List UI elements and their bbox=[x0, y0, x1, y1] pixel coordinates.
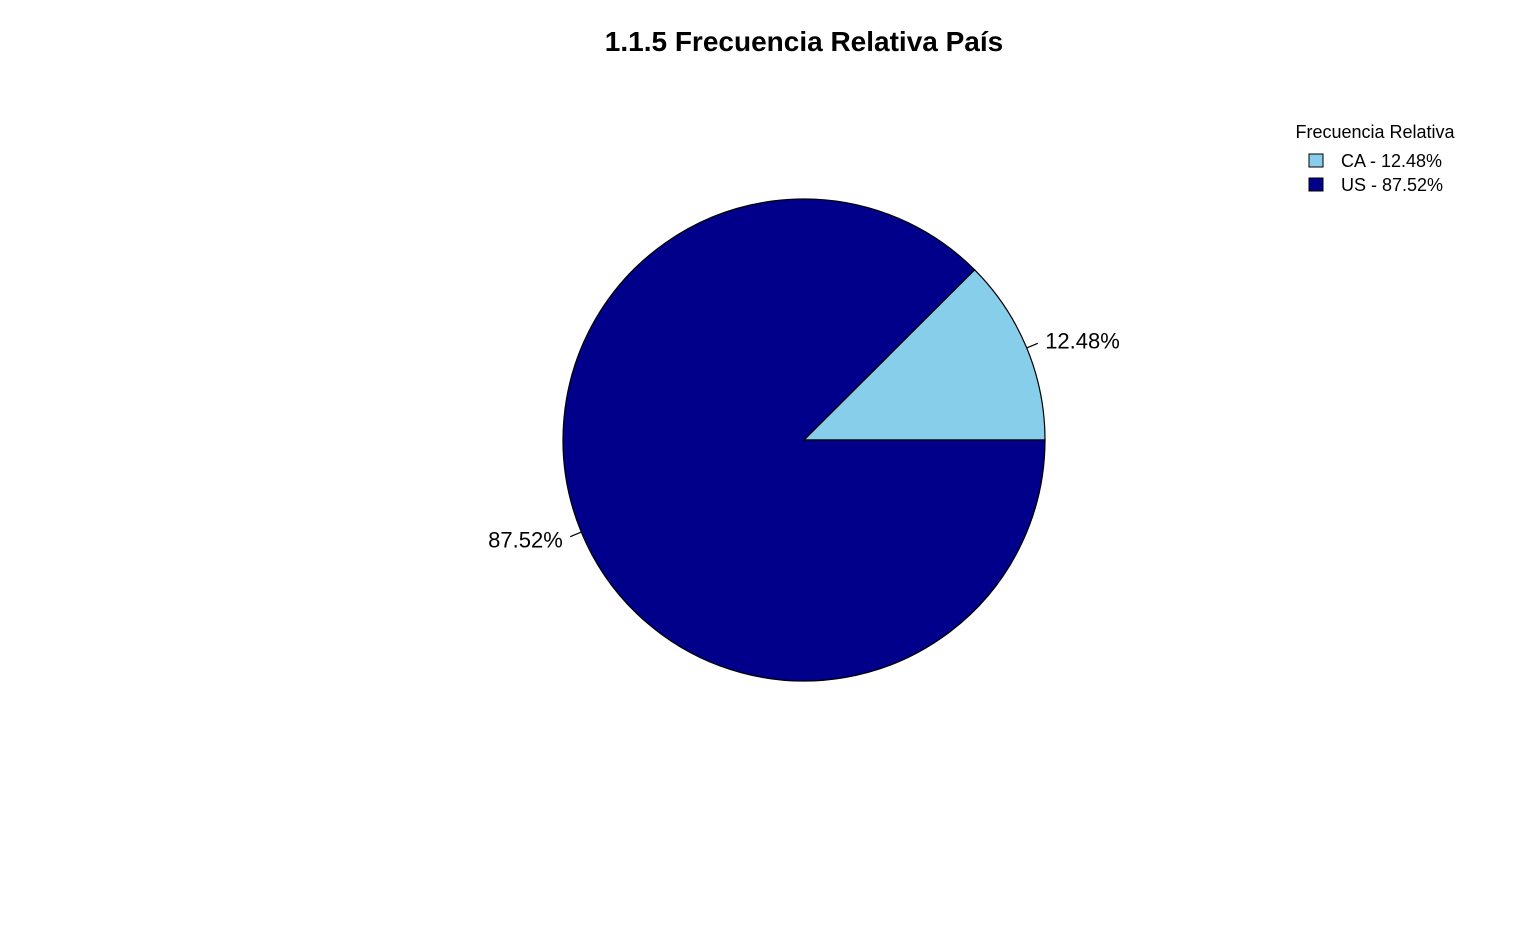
legend-swatch-ca bbox=[1308, 153, 1324, 168]
legend-entry-ca: CA - 12.48% bbox=[1341, 151, 1442, 171]
pie-slices bbox=[562, 198, 1046, 682]
legend-swatch-us bbox=[1308, 177, 1324, 192]
slice-label-ca: 12.48% bbox=[1045, 328, 1120, 353]
pie-slice-us bbox=[562, 198, 1046, 682]
slice-label-us: 87.52% bbox=[488, 528, 563, 553]
legend-entry-us: US - 87.52% bbox=[1341, 175, 1443, 195]
pie-labels: 12.48% 87.52% bbox=[488, 328, 1120, 552]
legend: Frecuencia Relativa CA - 12.48% US - 87.5… bbox=[1295, 122, 1455, 195]
label-tick-us bbox=[569, 531, 582, 538]
legend-title: Frecuencia Relativa bbox=[1295, 122, 1455, 142]
chart-title: 1.1.5 Frecuencia Relativa País bbox=[605, 26, 1003, 57]
label-tick-ca bbox=[1026, 342, 1039, 349]
pie-slice-ca bbox=[802, 268, 1046, 441]
